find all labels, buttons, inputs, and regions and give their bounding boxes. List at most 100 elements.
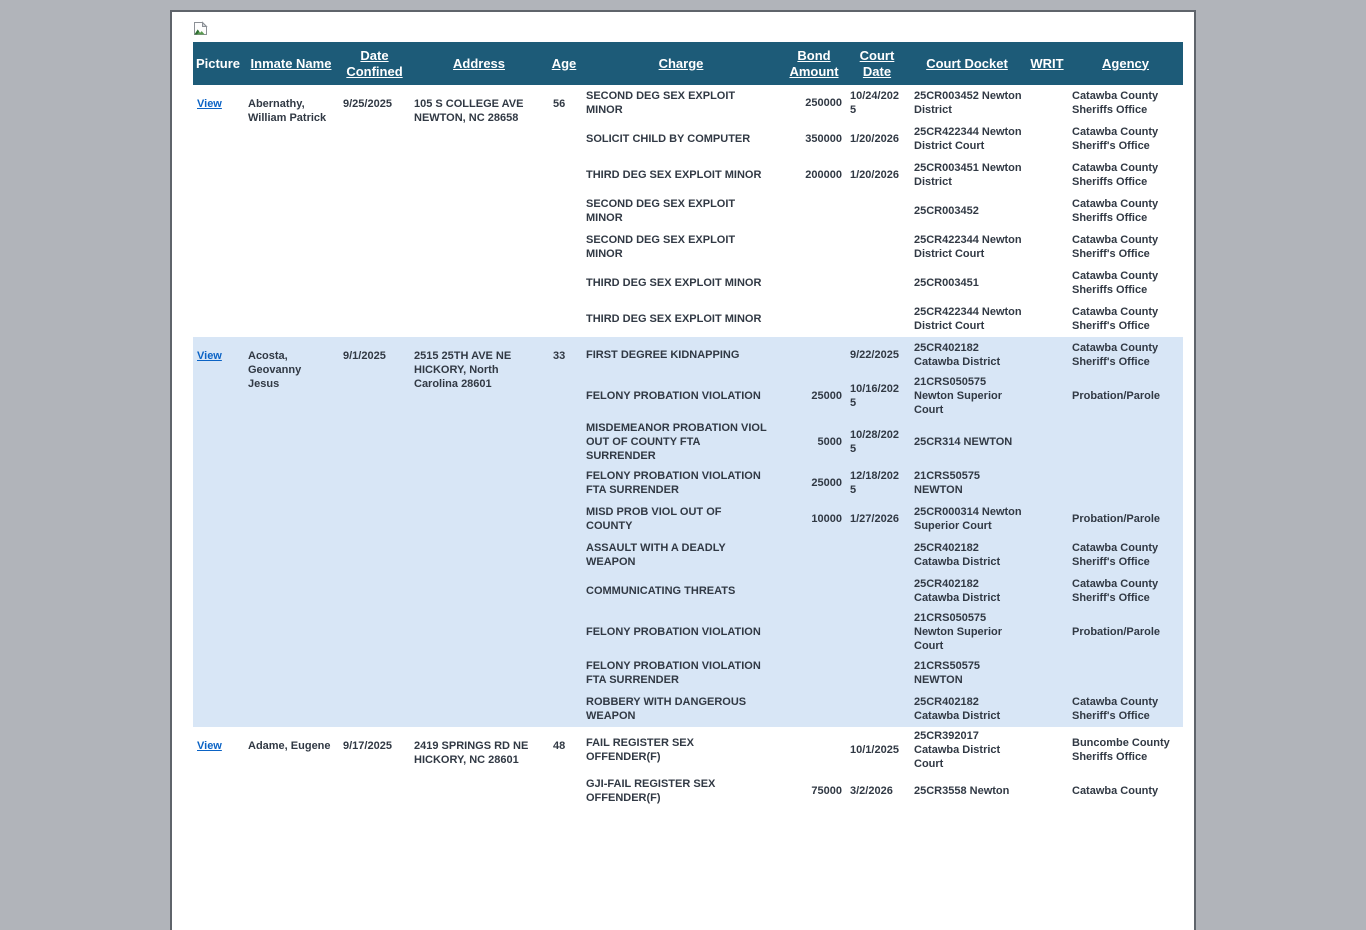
table-row: ASSAULT WITH A DEADLY WEAPON 25CR402182 C… [193, 537, 1183, 573]
agency-cell: Probation/Parole [1068, 501, 1183, 537]
table-row: FELONY PROBATION VIOLATION 25000 10/16/202… [193, 373, 1183, 419]
column-header-charge[interactable]: Charge [580, 42, 782, 85]
agency-cell [1068, 419, 1183, 465]
court-date-cell [846, 691, 908, 727]
column-header-writ[interactable]: WRIT [1026, 42, 1068, 85]
bond-amount-cell [782, 301, 846, 337]
view-link[interactable]: View [197, 740, 222, 752]
court-date-cell [846, 655, 908, 691]
view-link[interactable]: View [197, 350, 222, 362]
column-header-agency[interactable]: Agency [1068, 42, 1183, 85]
writ-cell [1026, 337, 1068, 373]
writ-cell [1026, 537, 1068, 573]
charge-cell: FELONY PROBATION VIOLATION [580, 373, 782, 419]
court-docket-cell: 21CRS50575 NEWTON [908, 465, 1026, 501]
date-confined-cell: 9/17/2025 [343, 740, 392, 752]
column-header-age[interactable]: Age [548, 42, 580, 85]
date-confined-cell: 9/1/2025 [339, 337, 410, 727]
court-docket-cell: 25CR003452 Newton District [914, 90, 1022, 116]
court-docket-cell: 25CR392017 Catawba District Court [914, 730, 1001, 770]
writ-cell [1026, 373, 1068, 419]
column-header-inmate-name[interactable]: Inmate Name [243, 42, 339, 85]
agency-cell [1068, 465, 1183, 501]
agency-cell: Catawba County Sheriff's Office [1068, 573, 1183, 609]
court-docket-cell: 25CR402182 Catawba District [908, 537, 1026, 573]
charge-cell: ROBBERY WITH DANGEROUS WEAPON [580, 691, 782, 727]
column-header-label[interactable]: Date Confined [346, 47, 403, 79]
column-header-label[interactable]: Address [452, 55, 506, 71]
writ-cell [1026, 301, 1068, 337]
column-header-label[interactable]: Court Date [859, 47, 895, 79]
table-row: MISDEMEANOR PROBATION VIOL OUT OF COUNTY… [193, 419, 1183, 465]
court-date-cell [846, 573, 908, 609]
court-docket-cell: 25CR402182 Catawba District [908, 573, 1026, 609]
column-header-label[interactable]: Court Docket [926, 55, 1008, 71]
bond-amount-cell: 25000 [782, 465, 846, 501]
charge-cell: FAIL REGISTER SEX OFFENDER(F) [586, 737, 694, 763]
column-header-label[interactable]: Bond Amount [789, 47, 839, 79]
court-docket-cell: 25CR003452 [914, 205, 979, 217]
agency-cell: Probation/Parole [1068, 609, 1183, 655]
view-link[interactable]: View [197, 98, 222, 110]
column-header-label[interactable]: Charge [658, 55, 704, 71]
column-header-label: Picture [195, 55, 241, 71]
bond-amount-cell: 75000 [811, 785, 842, 797]
court-docket-cell: 25CR314 NEWTON [908, 419, 1026, 465]
writ-cell [1026, 727, 1068, 773]
date-confined-cell: 9/25/2025 [343, 98, 392, 110]
column-header-label[interactable]: WRIT [1030, 55, 1064, 71]
charge-cell: THIRD DEG SEX EXPLOIT MINOR [586, 277, 762, 289]
address-cell: 2419 SPRINGS RD NE HICKORY, NC 28601 [414, 740, 529, 766]
agency-cell: Catawba County Sheriff's Office [1068, 691, 1183, 727]
agency-cell: Catawba County Sheriff's Office [1072, 126, 1159, 152]
column-header-label[interactable]: Agency [1102, 55, 1149, 71]
age-cell: 48 [553, 740, 566, 752]
column-header-court-date[interactable]: Court Date [846, 42, 908, 85]
table-row: SECOND DEG SEX EXPLOIT MINOR 25CR422344 N… [193, 229, 1183, 265]
writ-cell [1026, 655, 1068, 691]
inmate-name-cell: Acosta, Geovanny Jesus [243, 337, 339, 727]
address-cell: 105 S COLLEGE AVE NEWTON, NC 28658 [414, 98, 524, 124]
writ-cell [1026, 265, 1068, 301]
court-date-cell: 3/2/2026 [850, 785, 893, 797]
writ-cell [1026, 419, 1068, 465]
bond-amount-cell [782, 537, 846, 573]
age-cell: 33 [548, 337, 580, 727]
agency-cell: Catawba County Sheriff's Office [1068, 537, 1183, 573]
column-header-court-docket[interactable]: Court Docket [908, 42, 1026, 85]
bond-amount-cell [782, 337, 846, 373]
column-header-address[interactable]: Address [410, 42, 548, 85]
agency-cell [1068, 655, 1183, 691]
address-cell: 2515 25TH AVE NE HICKORY, North Carolina… [410, 337, 548, 727]
charge-cell: MISD PROB VIOL OUT OF COUNTY [580, 501, 782, 537]
view-cell: View [193, 727, 243, 809]
bond-amount-cell [782, 691, 846, 727]
court-docket-cell: 25CR003451 [914, 277, 979, 289]
writ-cell [1026, 85, 1068, 121]
writ-cell [1026, 773, 1068, 809]
column-header-label[interactable]: Inmate Name [250, 55, 332, 71]
agency-cell: Catawba County Sheriff's Office [1072, 234, 1159, 260]
court-docket-cell: 21CRS50575 NEWTON [908, 655, 1026, 691]
agency-cell: Catawba County Sheriffs Office [1072, 270, 1159, 296]
table-row: ROBBERY WITH DANGEROUS WEAPON 25CR402182 … [193, 691, 1183, 727]
column-header-bond-amount[interactable]: Bond Amount [782, 42, 846, 85]
bond-amount-cell: 200000 [805, 169, 842, 181]
column-header-date-confined[interactable]: Date Confined [339, 42, 410, 85]
bond-amount-cell: 250000 [805, 97, 842, 109]
writ-cell [1026, 193, 1068, 229]
agency-cell: Buncombe County Sheriffs Office [1072, 737, 1170, 763]
column-header-label[interactable]: Age [551, 55, 577, 71]
charge-cell: THIRD DEG SEX EXPLOIT MINOR [586, 313, 762, 325]
charge-cell: FELONY PROBATION VIOLATION [580, 609, 782, 655]
age-cell: 56 [553, 98, 566, 110]
agency-cell: Catawba County Sheriff's Office [1068, 337, 1183, 373]
charge-cell: COMMUNICATING THREATS [580, 573, 782, 609]
table-row: THIRD DEG SEX EXPLOIT MINOR 25CR422344 Ne… [193, 301, 1183, 337]
table-row: View Abernathy, William Patrick 9/25/2025 1… [193, 85, 1183, 124]
charge-cell: SECOND DEG SEX EXPLOIT MINOR [586, 234, 736, 260]
court-date-cell [846, 229, 908, 265]
view-cell: View [193, 85, 243, 337]
inmate-roster-table: Picture Inmate Name Date Confined Address Ag… [193, 42, 1183, 809]
charge-cell: FELONY PROBATION VIOLATION FTA SURRENDER [580, 465, 782, 501]
